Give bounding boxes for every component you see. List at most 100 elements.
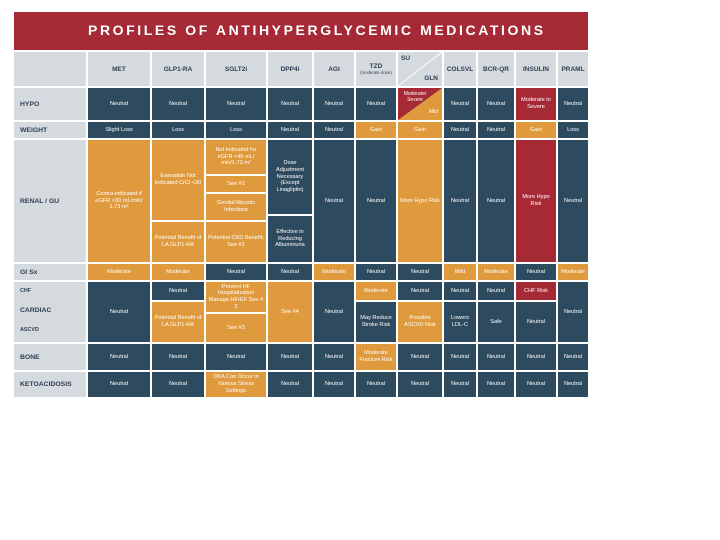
cell-cardiac-agi: Neutral <box>314 282 354 342</box>
col-dpp4: DPP4i <box>268 52 312 86</box>
cell-keto-tzd: Neutral <box>356 372 396 397</box>
cell-renal-glp1-bottom: Potential Benefit of LA GLP1-RA <box>152 222 204 262</box>
cell-keto-su-gln: Neutral <box>398 372 442 397</box>
cell-chf-glp1: Neutral <box>152 282 204 300</box>
cell-gi-su-gln: Neutral <box>398 264 442 280</box>
row-ascvd: ASCVD <box>20 327 39 333</box>
cell-ascvd-colsvl: Lowers LDL-C <box>444 302 476 342</box>
medication-table: MET GLP1-RA SGLT2i DPP4i AGI TZD (modera… <box>14 50 588 397</box>
cell-gi-glp1: Moderate <box>152 264 204 280</box>
cell-renal-su-gln: More Hypo Risk <box>398 140 442 262</box>
cell-weight-tzd: Gain <box>356 122 396 138</box>
cell-hypo-su: Moderate/ Severe <box>403 91 427 103</box>
cell-ascvd-insulin: Neutral <box>516 302 556 342</box>
col-gln-label: GLN <box>424 75 438 82</box>
col-praml: PRAML <box>558 52 588 86</box>
cell-weight-insulin: Gain <box>516 122 556 138</box>
cell-bone-sglt2: Neutral <box>206 344 266 370</box>
cell-bone-insulin: Neutral <box>516 344 556 370</box>
row-weight: WEIGHT <box>14 122 86 138</box>
cell-gi-dpp4: Neutral <box>268 264 312 280</box>
cell-chf-su-gln: Neutral <box>398 282 442 300</box>
row-cardiac: CARDIAC <box>20 307 52 314</box>
cell-weight-praml: Loss <box>558 122 588 138</box>
cell-gi-insulin: Neutral <box>516 264 556 280</box>
cell-gi-met: Moderate <box>88 264 150 280</box>
cell-cardiac-met: Neutral <box>88 282 150 342</box>
cell-keto-dpp4: Neutral <box>268 372 312 397</box>
cell-weight-met: Slight Loss <box>88 122 150 138</box>
cell-bone-glp1: Neutral <box>152 344 204 370</box>
col-bcrqr: BCR-QR <box>478 52 514 86</box>
col-sglt2: SGLT2i <box>206 52 266 86</box>
cell-hypo-gln: Mild <box>428 109 438 115</box>
cell-hypo-glp1: Neutral <box>152 88 204 120</box>
cell-hypo-insulin: Moderate to Severe <box>516 88 556 120</box>
col-tzd-note: (moderate dose) <box>360 70 392 75</box>
cell-renal-bcrqr: Neutral <box>478 140 514 262</box>
cell-keto-glp1: Neutral <box>152 372 204 397</box>
cell-ascvd-su-gln: Possible ASCVD Risk <box>398 302 442 342</box>
cell-bone-colsvl: Neutral <box>444 344 476 370</box>
cell-hypo-su-gln: Moderate/ Severe Mild <box>398 88 442 120</box>
cell-weight-dpp4: Neutral <box>268 122 312 138</box>
cell-keto-praml: Neutral <box>558 372 588 397</box>
cell-weight-colsvl: Neutral <box>444 122 476 138</box>
cell-keto-insulin: Neutral <box>516 372 556 397</box>
col-tzd-label: TZD <box>369 63 383 70</box>
cell-renal-met: Contra-indicated if eGFR <30 mL/min/ 1.7… <box>88 140 150 262</box>
row-bone: BONE <box>14 344 86 370</box>
row-cardiac-block: CHF CARDIAC ASCVD <box>14 282 86 342</box>
cell-renal-praml: Neutral <box>558 140 588 262</box>
col-tzd: TZD (moderate dose) <box>356 52 396 86</box>
cell-gi-tzd: Neutral <box>356 264 396 280</box>
cell-bone-tzd: Moderate Fracture Risk <box>356 344 396 370</box>
cell-renal-sglt2-c: Genital Mycotic Infections <box>206 194 266 220</box>
cell-hypo-agi: Neutral <box>314 88 354 120</box>
cell-renal-glp1-top: Exenatide Not Indicated CrCl <30 <box>152 140 204 220</box>
col-glp1: GLP1-RA <box>152 52 204 86</box>
cell-weight-sglt2: Loss <box>206 122 266 138</box>
cell-chf-sglt2: Prevent HF Hospitalization Manage HFrEF … <box>206 282 266 312</box>
cell-gi-colsvl: Mild <box>444 264 476 280</box>
cell-hypo-sglt2: Neutral <box>206 88 266 120</box>
cell-ascvd-sglt2: See #3 <box>206 314 266 342</box>
row-hypo: HYPO <box>14 88 86 120</box>
col-su-gln: SU GLN <box>398 52 442 86</box>
cell-bone-su-gln: Neutral <box>398 344 442 370</box>
cell-gi-praml: Moderate <box>558 264 588 280</box>
col-agi: AGI <box>314 52 354 86</box>
header-corner <box>14 52 86 86</box>
cell-cardiac-praml: Neutral <box>558 282 588 342</box>
cell-hypo-bcrqr: Neutral <box>478 88 514 120</box>
cell-bone-met: Neutral <box>88 344 150 370</box>
row-chf: CHF <box>20 288 32 294</box>
row-renal: RENAL / GU <box>14 140 86 262</box>
cell-weight-agi: Neutral <box>314 122 354 138</box>
cell-chf-tzd: Moderate <box>356 282 396 300</box>
cell-renal-sglt2-a: Not Indicated for eGFR <45 mL/ min/1.73 … <box>206 140 266 174</box>
cell-cardiac-dpp4: See #4 <box>268 282 312 342</box>
hypo-su-gln-split <box>398 88 442 120</box>
col-su-label: SU <box>401 55 411 62</box>
cell-hypo-tzd: Neutral <box>356 88 396 120</box>
cell-keto-bcrqr: Neutral <box>478 372 514 397</box>
cell-chf-colsvl: Neutral <box>444 282 476 300</box>
title-banner: PROFILES OF ANTIHYPERGLYCEMIC MEDICATION… <box>14 12 588 50</box>
cell-hypo-praml: Neutral <box>558 88 588 120</box>
cell-ascvd-tzd: May Reduce Stroke Risk <box>356 302 396 342</box>
col-colsvl: COLSVL <box>444 52 476 86</box>
cell-gi-bcrqr: Moderate <box>478 264 514 280</box>
slide: PROFILES OF ANTIHYPERGLYCEMIC MEDICATION… <box>14 12 588 397</box>
cell-weight-su-gln: Gain <box>398 122 442 138</box>
cell-chf-bcrqr: Neutral <box>478 282 514 300</box>
cell-keto-agi: Neutral <box>314 372 354 397</box>
cell-renal-tzd: Neutral <box>356 140 396 262</box>
col-insulin: INSULIN <box>516 52 556 86</box>
row-keto: KETOACIDOSIS <box>14 372 86 397</box>
cell-ascvd-glp1: Potential Benefit of LA GLP1-RA <box>152 302 204 342</box>
cell-bone-dpp4: Neutral <box>268 344 312 370</box>
cell-weight-bcrqr: Neutral <box>478 122 514 138</box>
cell-keto-met: Neutral <box>88 372 150 397</box>
cell-chf-insulin: CHF Risk <box>516 282 556 300</box>
